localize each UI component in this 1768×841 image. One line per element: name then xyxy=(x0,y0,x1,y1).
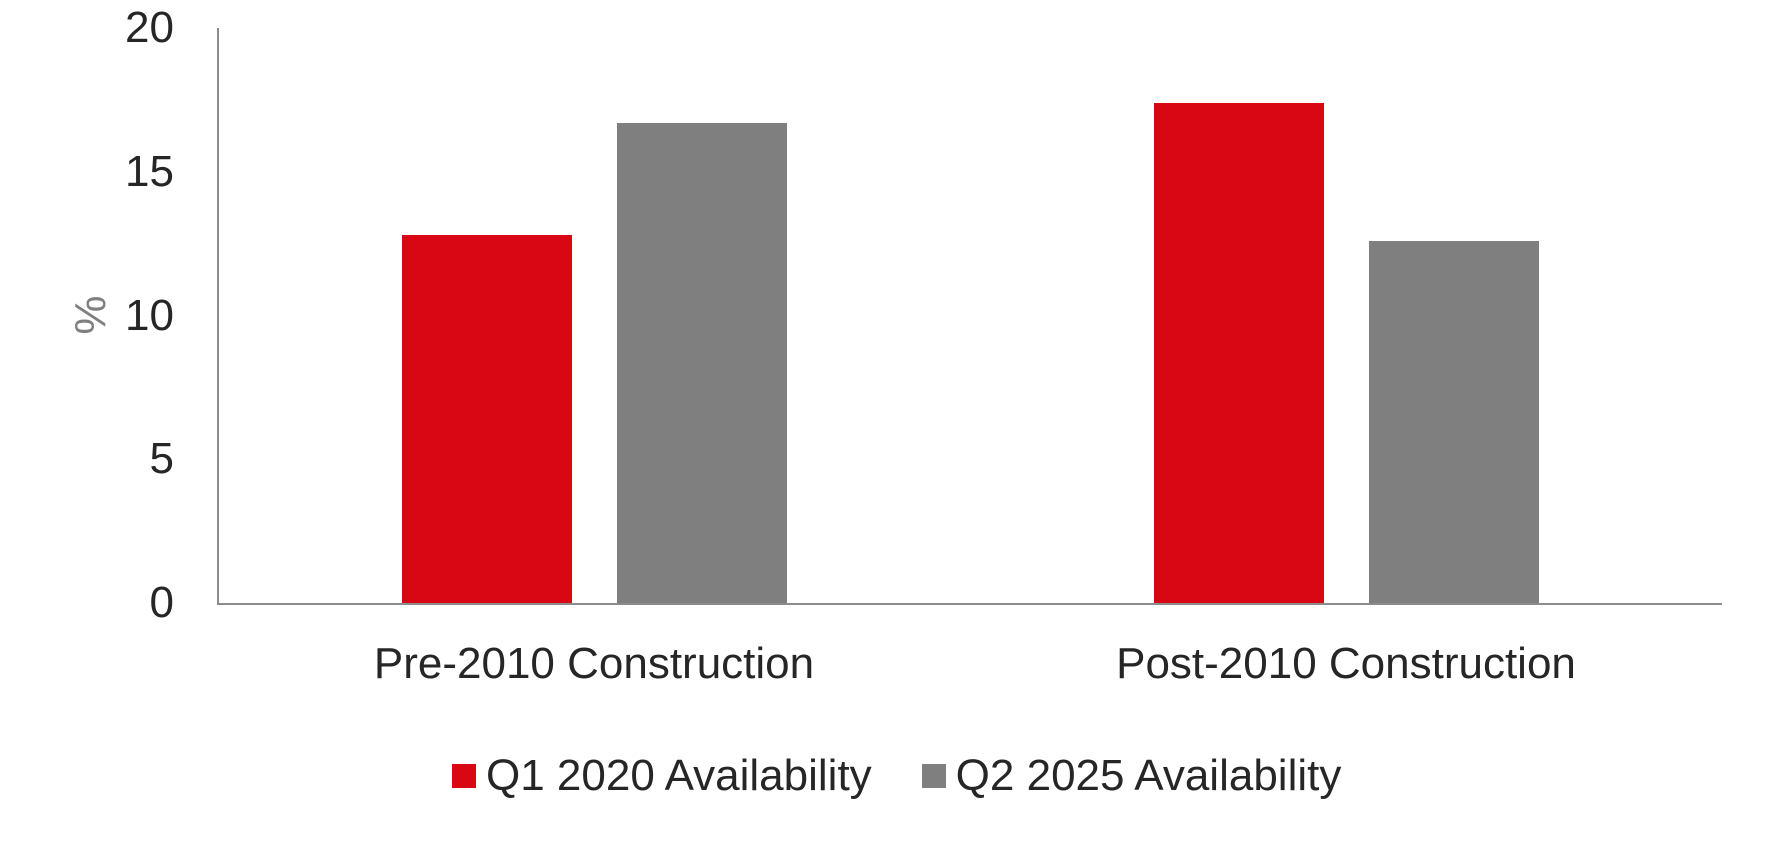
category-label: Post-2010 Construction xyxy=(1116,639,1576,688)
y-tick-label: 20 xyxy=(125,3,174,52)
legend-swatch-icon xyxy=(921,764,946,788)
legend-label: Q2 2025 Availability xyxy=(955,751,1342,800)
legend: Q1 2020 Availability Q2 2025 Availability xyxy=(452,750,1341,802)
y-tick-label: 0 xyxy=(149,578,174,627)
bar-q1-2020-group-2 xyxy=(1153,102,1324,603)
bar-q2-2025-group-2 xyxy=(1368,240,1539,603)
category-label: Pre-2010 Construction xyxy=(373,639,815,688)
bar-q1-2020-group-1 xyxy=(401,235,572,603)
y-tick-label: 15 xyxy=(125,146,174,196)
x-axis-line xyxy=(217,603,1722,605)
y-axis-line xyxy=(217,28,219,605)
y-tick-label: 10 xyxy=(125,290,174,340)
legend-item: Q2 2025 Availability xyxy=(921,750,1342,802)
legend-label: Q1 2020 Availability xyxy=(486,751,872,800)
legend-swatch-icon xyxy=(452,764,476,788)
legend-item: Q1 2020 Availability xyxy=(452,750,872,802)
y-tick-label: 5 xyxy=(149,434,174,484)
bar-q2-2025-group-1 xyxy=(616,122,787,603)
